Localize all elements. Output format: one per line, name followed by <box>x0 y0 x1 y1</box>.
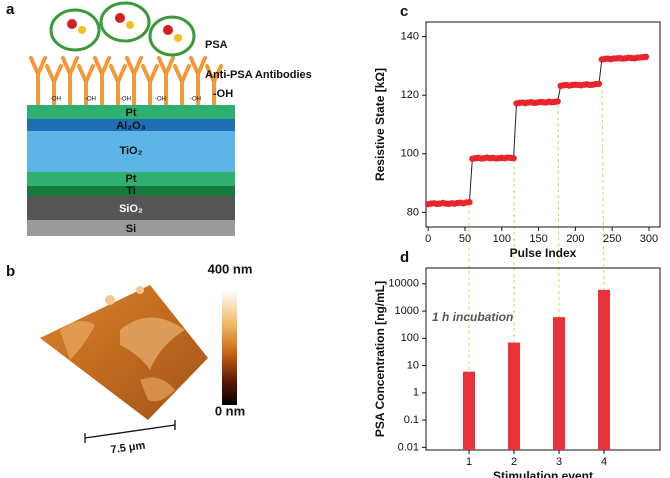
protein-label: PSA <box>205 39 228 51</box>
antibody <box>189 56 207 106</box>
layer-label: Al₂O₃ <box>116 120 146 132</box>
series-line <box>428 56 647 205</box>
x-tick-label: 2 <box>511 456 517 468</box>
y-tick-label: 120 <box>401 89 419 101</box>
surface-label: -OH <box>190 97 201 103</box>
scale-bar <box>84 420 176 443</box>
x-tick-label: 1 <box>466 456 472 468</box>
layer-label: Pt <box>126 107 137 119</box>
antibody <box>77 64 95 106</box>
layer-label: TiO₂ <box>119 145 142 157</box>
antibody-label: Anti-PSA Antibodies <box>205 69 312 81</box>
surface-label: -OH <box>85 97 96 103</box>
point <box>510 154 517 162</box>
x-tick-label: 50 <box>459 233 471 245</box>
panel-label: d <box>400 249 409 266</box>
bar <box>463 371 475 450</box>
x-tick-label: 200 <box>566 233 584 245</box>
x-tick-label: 3 <box>556 456 562 468</box>
antibodies <box>29 56 223 106</box>
layer <box>27 119 235 131</box>
panel-label: b <box>6 263 15 280</box>
bar <box>598 289 610 450</box>
surface-label: -OH <box>50 97 61 103</box>
bar <box>508 342 520 450</box>
layer <box>27 172 235 186</box>
y-axis-title: PSA Concentration [ng/mL] <box>373 281 387 437</box>
antibody <box>125 56 143 106</box>
y-tick-label: 100 <box>401 332 419 344</box>
antibody <box>29 56 47 106</box>
layer-label: SiO₂ <box>119 203 143 215</box>
y-tick-label: 80 <box>407 206 419 218</box>
point <box>466 198 473 206</box>
layer <box>27 186 235 196</box>
surface-label: -OH <box>155 97 166 103</box>
x-tick-label: 250 <box>603 233 621 245</box>
y-tick-label: 0.1 <box>404 414 419 426</box>
layer-label: Pt <box>126 173 137 185</box>
antibody <box>61 56 79 106</box>
antibody <box>141 64 159 106</box>
surface-label: -OH <box>120 97 131 103</box>
x-tick-label: 4 <box>601 456 607 468</box>
antibody <box>93 56 111 106</box>
x-tick-label: 0 <box>425 233 431 245</box>
colorbar <box>222 290 237 405</box>
colorbar-max: 400 nm <box>208 261 253 276</box>
antibody <box>157 56 175 106</box>
connector <box>468 89 605 370</box>
layer <box>27 105 235 119</box>
y-tick-label: 140 <box>401 31 419 43</box>
y-tick-label: 1000 <box>395 305 419 317</box>
axes-frame <box>425 21 661 228</box>
point <box>595 80 603 87</box>
x-axis-title: Stimulation event <box>493 469 593 478</box>
antibody <box>45 64 63 106</box>
x-tick-label: 100 <box>493 233 511 245</box>
scale-bar-label: 7.5 μm <box>110 440 146 457</box>
antibody <box>173 64 191 106</box>
afm-image <box>40 285 208 420</box>
y-tick-label: 1 <box>413 387 419 399</box>
layer-label: Si <box>126 223 136 235</box>
axes-frame <box>425 267 661 451</box>
y-tick-label: 10000 <box>388 278 419 290</box>
layer <box>27 131 235 172</box>
panel-label: a <box>6 1 15 18</box>
layer <box>27 220 235 236</box>
y-tick-label: 100 <box>401 148 419 160</box>
y-tick-label: 0.01 <box>398 441 419 453</box>
y-axis-title: Resistive State [kΩ] <box>373 68 387 181</box>
x-axis-title: Pulse Index <box>510 246 577 260</box>
antibody <box>205 64 223 106</box>
annotation: 1 h incubation <box>432 310 513 324</box>
y-tick-label: 10 <box>407 359 419 371</box>
x-tick-label: 150 <box>529 233 547 245</box>
point <box>642 53 650 61</box>
point <box>554 98 561 105</box>
proteins <box>49 1 196 57</box>
bar <box>553 317 565 450</box>
antibody <box>109 64 127 106</box>
panel-label: c <box>400 3 408 20</box>
layer-label: Ti <box>126 185 136 197</box>
layer <box>27 196 235 220</box>
hydroxyl-label: -OH <box>213 88 233 100</box>
colorbar-min: 0 nm <box>215 403 245 418</box>
x-tick-label: 300 <box>640 233 658 245</box>
